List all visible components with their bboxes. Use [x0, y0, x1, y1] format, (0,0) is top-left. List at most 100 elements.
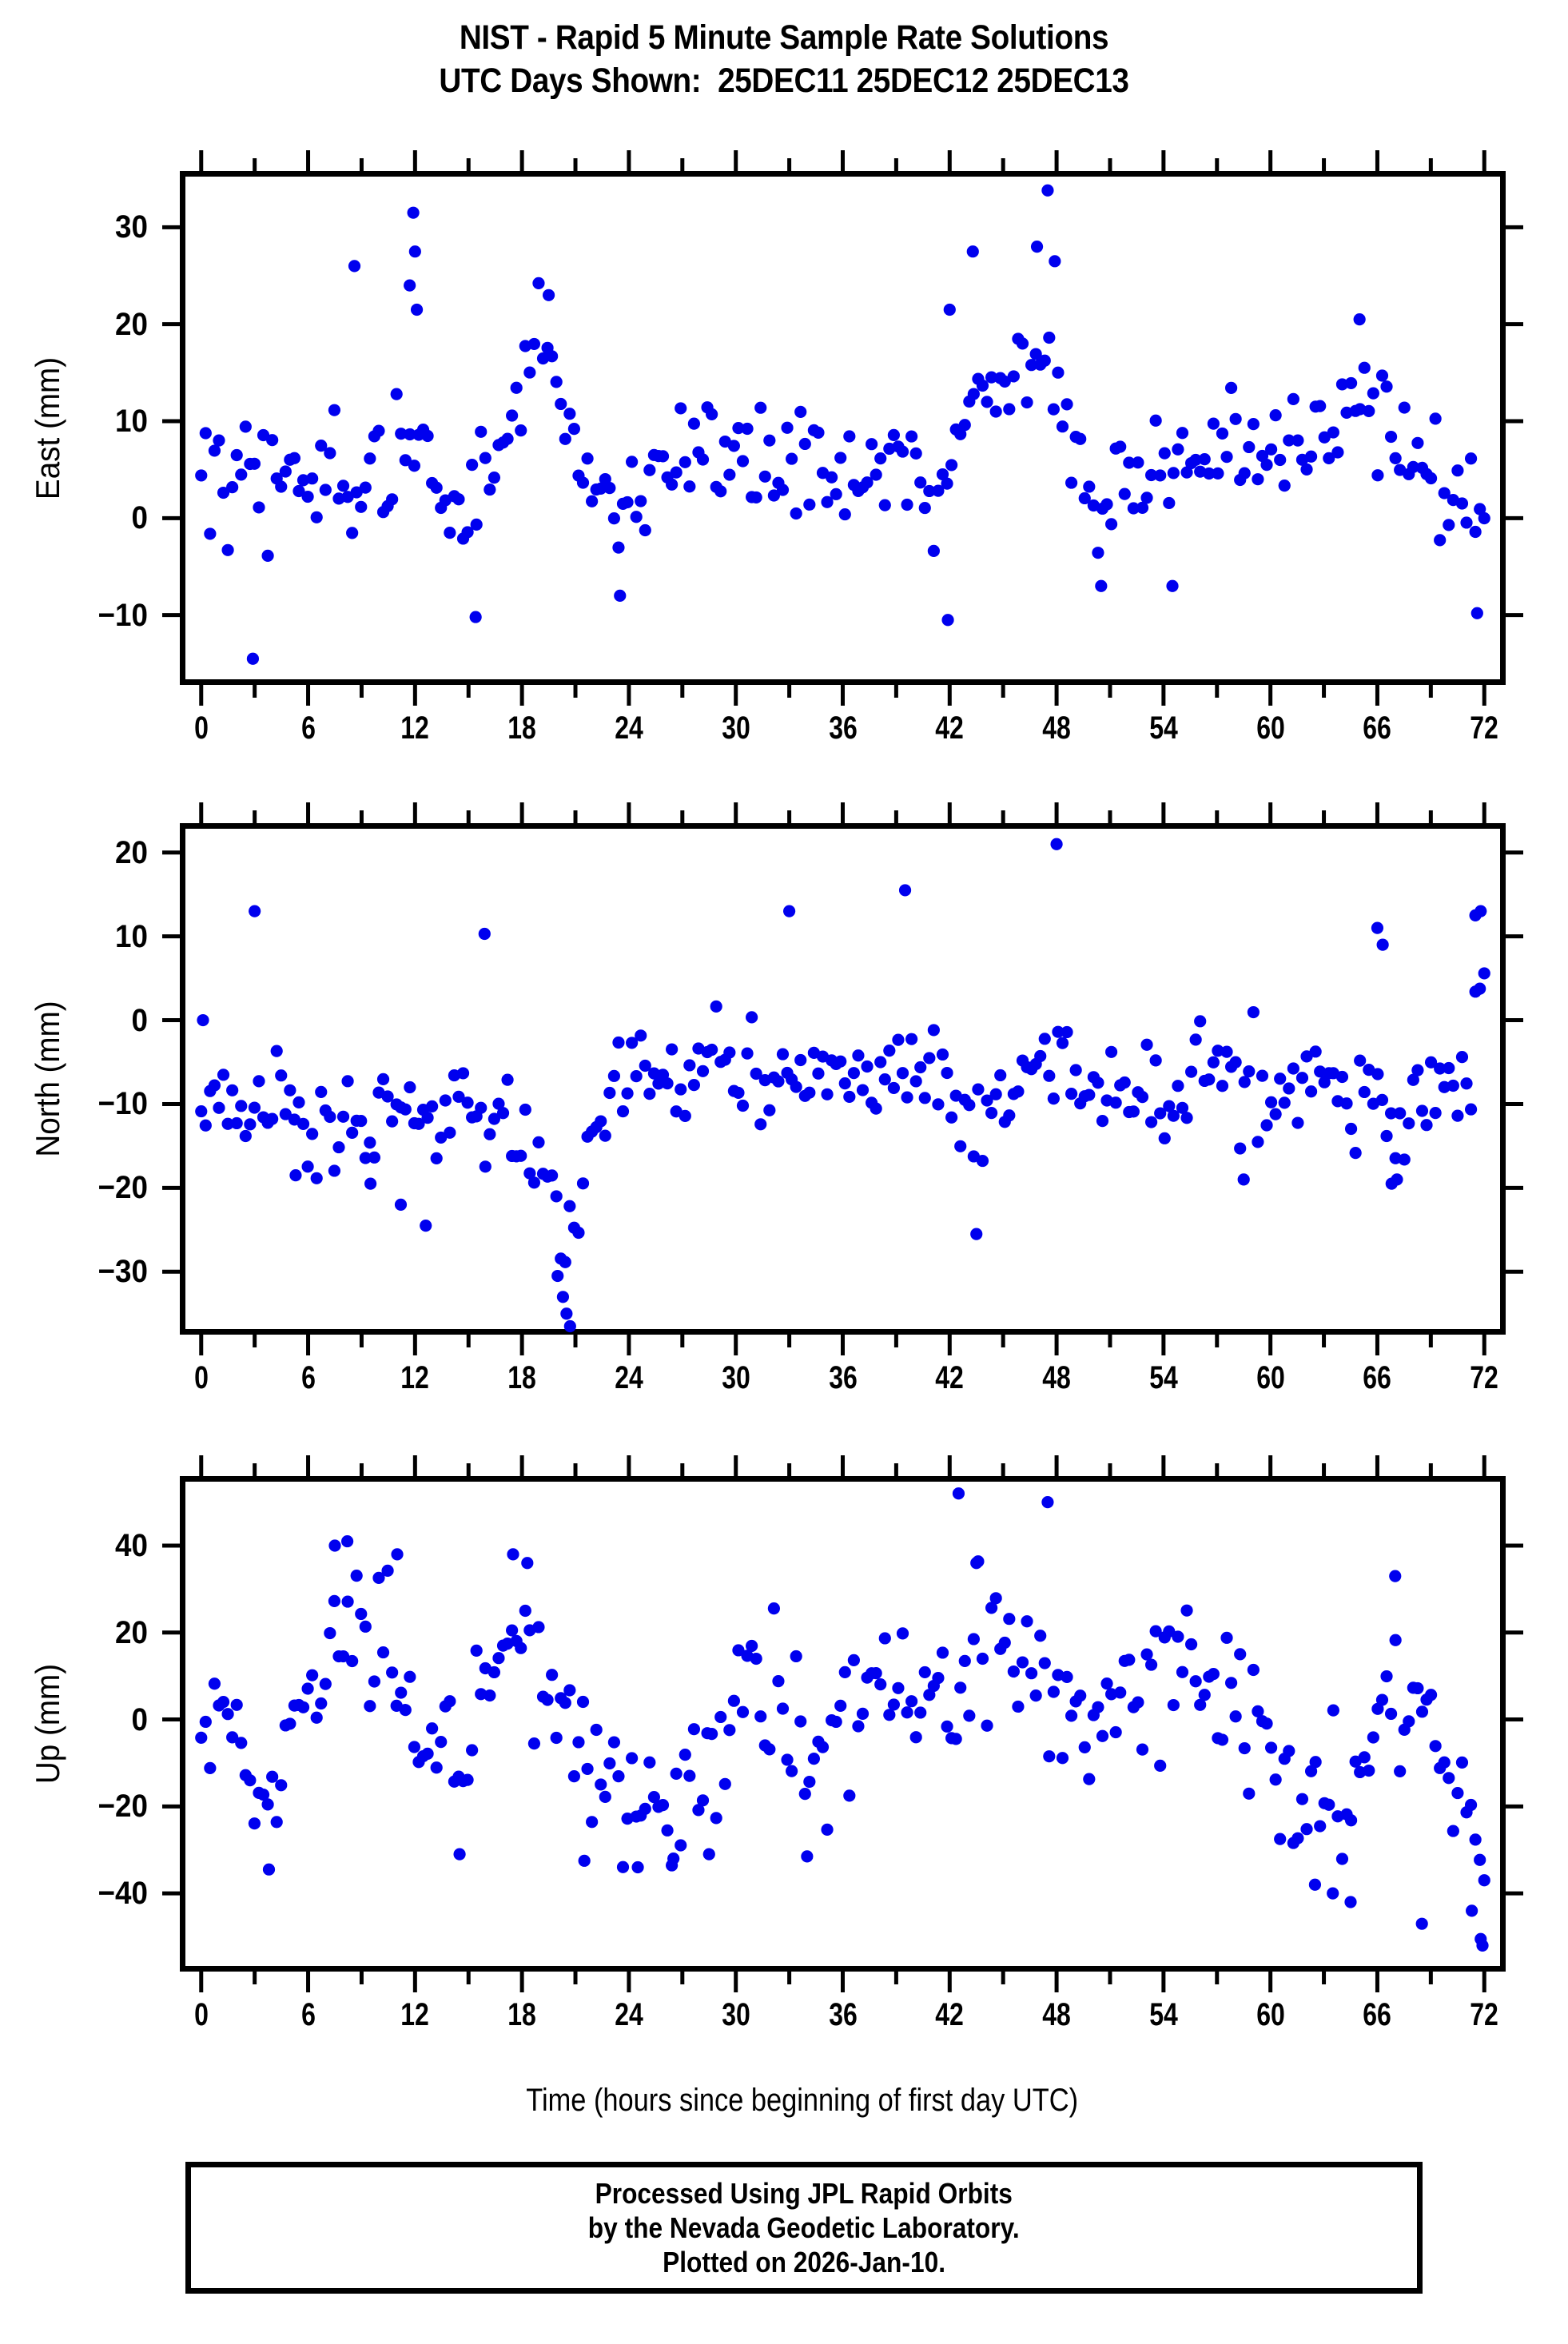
data-point — [1469, 525, 1482, 539]
data-point — [550, 376, 563, 388]
x-tick-label: 24 — [615, 1360, 643, 1395]
data-point — [368, 1675, 381, 1688]
data-point — [315, 1697, 328, 1710]
data-point — [1389, 1634, 1402, 1646]
data-point — [1041, 1496, 1054, 1509]
data-point — [1224, 381, 1238, 394]
data-point — [1424, 472, 1438, 485]
data-point — [736, 455, 750, 468]
data-point — [239, 1129, 252, 1143]
data-point — [296, 1117, 310, 1130]
data-point — [1030, 241, 1044, 253]
data-point — [830, 1715, 842, 1729]
data-point — [1460, 1077, 1473, 1090]
y-tick-label: 30 — [115, 209, 148, 245]
y-tick-label: 0 — [131, 500, 148, 536]
data-point — [1474, 503, 1486, 515]
data-point — [430, 1761, 443, 1774]
data-point — [1375, 1693, 1389, 1706]
data-point — [798, 437, 811, 451]
data-point — [421, 1747, 434, 1760]
data-point — [1047, 1685, 1060, 1698]
data-point — [248, 1817, 261, 1830]
data-point — [559, 1697, 571, 1709]
data-point — [421, 1112, 434, 1124]
data-point — [626, 1037, 639, 1049]
data-point — [702, 1848, 715, 1860]
y-tick-label: 20 — [115, 834, 148, 870]
data-point — [781, 1753, 794, 1766]
data-point — [1163, 496, 1176, 510]
data-point — [958, 419, 971, 432]
data-point — [332, 1140, 345, 1154]
data-point — [981, 1719, 993, 1732]
data-point — [1269, 409, 1282, 422]
data-point — [1163, 1625, 1176, 1638]
data-point — [892, 1681, 905, 1694]
data-point — [488, 1665, 501, 1679]
data-point — [1438, 1756, 1451, 1769]
data-point — [1034, 1630, 1047, 1642]
footer-line-1: Processed Using JPL Rapid Orbits — [595, 2177, 1013, 2210]
y-tick-label: −20 — [98, 1170, 148, 1206]
data-point — [507, 1548, 519, 1561]
data-point — [621, 1087, 634, 1100]
x-tick-label: 12 — [400, 710, 430, 746]
y-tick-label: 0 — [131, 1701, 148, 1737]
data-point — [435, 1736, 448, 1749]
data-point — [364, 452, 376, 465]
data-point — [244, 1118, 257, 1131]
data-point — [1123, 1654, 1136, 1666]
data-point — [1354, 1054, 1367, 1067]
data-point — [1167, 467, 1180, 480]
data-point — [244, 1774, 257, 1787]
data-point — [631, 1860, 644, 1874]
data-point — [510, 381, 523, 394]
data-point — [288, 452, 301, 464]
data-point — [341, 1595, 354, 1608]
data-point — [736, 1705, 750, 1718]
x-tick-label: 54 — [1149, 1360, 1178, 1395]
x-tick-label: 72 — [1470, 1360, 1499, 1395]
data-point — [1304, 1085, 1318, 1098]
data-point — [527, 337, 541, 351]
data-point — [754, 1710, 767, 1723]
data-point — [1247, 1663, 1260, 1677]
data-point — [905, 1033, 918, 1045]
data-point — [786, 452, 798, 465]
data-point — [586, 1816, 599, 1829]
data-point — [253, 501, 265, 514]
data-point — [936, 1048, 949, 1061]
data-point — [364, 1177, 377, 1190]
data-point — [874, 1678, 887, 1691]
data-point — [754, 401, 767, 414]
data-point — [970, 1228, 983, 1240]
plot-panel-east — [162, 150, 1523, 706]
data-point — [293, 1096, 305, 1109]
data-point — [217, 1695, 230, 1709]
data-point — [475, 1101, 488, 1114]
data-point — [515, 1149, 527, 1162]
data-point — [235, 468, 248, 481]
data-point — [1384, 1107, 1398, 1120]
data-point — [444, 1695, 456, 1708]
data-point — [1083, 1773, 1096, 1785]
data-point — [506, 409, 519, 422]
data-point — [1038, 1657, 1051, 1669]
data-point — [687, 1723, 701, 1736]
data-point — [989, 1088, 1002, 1100]
data-point — [1229, 1710, 1242, 1723]
chart-title-line-1: NIST - Rapid 5 Minute Sample Rate Soluti… — [459, 18, 1109, 57]
data-point — [1198, 1689, 1211, 1701]
data-point — [204, 1761, 217, 1774]
y-axis-title-east: East (mm) — [29, 356, 66, 499]
data-point — [927, 544, 940, 557]
data-point — [1176, 427, 1189, 440]
y-tick-label: −10 — [98, 597, 148, 633]
data-point — [966, 245, 979, 258]
data-point — [479, 1160, 491, 1173]
data-point — [1478, 511, 1490, 525]
data-point — [1025, 1667, 1038, 1680]
data-point — [444, 527, 456, 539]
data-point — [1127, 1105, 1140, 1118]
